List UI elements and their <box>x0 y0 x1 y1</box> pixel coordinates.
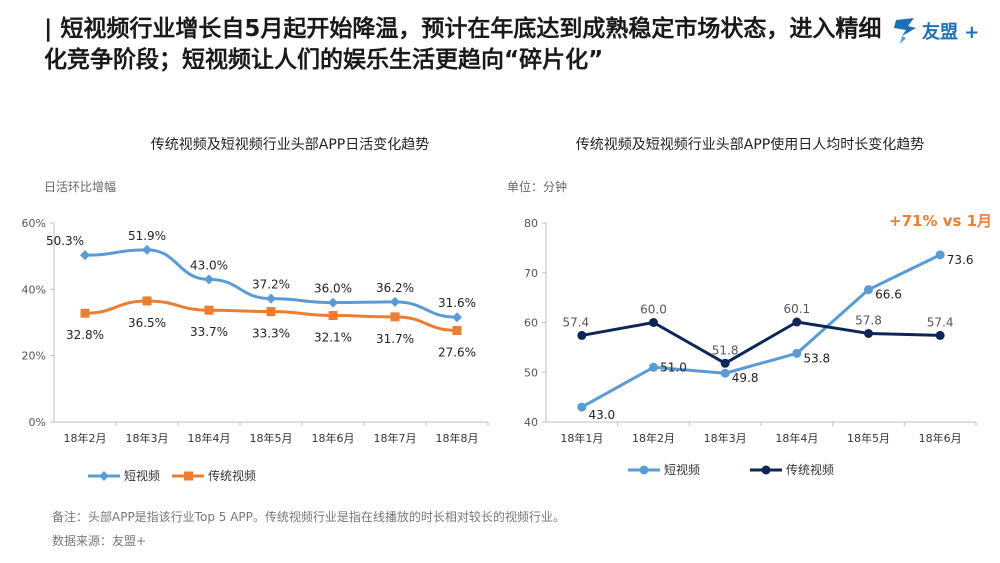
left-series-short-video-data-label: 51.9% <box>128 229 166 243</box>
right-x-tick-label: 18年5月 <box>847 431 890 445</box>
left-series-traditional-video-data-label: 33.7% <box>190 325 228 339</box>
left-y-tick-label: 40% <box>22 283 46 296</box>
right-y-tick-label: 60 <box>524 317 538 330</box>
left-series-traditional-video-point <box>142 296 152 306</box>
left-series-short-video-data-label: 36.2% <box>376 281 414 295</box>
growth-annotation: +71% vs 1月 <box>889 212 993 230</box>
right-chart-ylabel: 单位：分钟 <box>507 180 568 194</box>
left-series-short-video-data-label: 36.0% <box>314 282 352 296</box>
right-series-short-video-data-label: 49.8 <box>732 371 759 385</box>
left-series-traditional-video-point <box>204 305 214 315</box>
left-y-tick-label: 0% <box>29 416 46 429</box>
right-series-traditional-video-legend-label: 传统视频 <box>786 462 834 477</box>
right-series-traditional-video-point <box>935 330 945 340</box>
left-series-traditional-video-legend-marker <box>184 471 193 481</box>
right-x-tick-label: 18年1月 <box>560 431 603 445</box>
left-x-tick-label: 18年2月 <box>64 431 107 445</box>
page-title: | 短视频行业增长自5月起开始降温，预计在年底达到成熟稳定市场状态，进入精细化竞… <box>44 16 882 73</box>
right-series-short-video-data-label: 53.8 <box>803 351 830 365</box>
logo-text: 友盟 + <box>922 22 980 43</box>
right-series-traditional-video-data-label: 57.4 <box>927 315 954 329</box>
right-series-short-video-data-label: 73.6 <box>947 253 974 267</box>
left-series-traditional-video-point <box>266 307 276 317</box>
logo-icon <box>894 18 916 44</box>
left-series-traditional-video-data-label: 32.1% <box>314 331 352 345</box>
left-series-short-video-legend-label: 短视频 <box>124 468 160 483</box>
right-series-traditional-video-data-label: 57.8 <box>855 313 882 327</box>
right-series-traditional-video-data-label: 51.8 <box>712 343 739 357</box>
left-y-tick-label: 20% <box>22 350 46 363</box>
data-source: 数据来源：友盟+ <box>52 534 147 548</box>
logo: 友盟 + <box>892 16 979 46</box>
right-series-short-video-data-label: 66.6 <box>875 288 902 302</box>
right-x-tick-label: 18年3月 <box>704 431 747 445</box>
right-y-tick-label: 40 <box>524 416 538 429</box>
left-series-short-video-point <box>266 293 276 304</box>
left-chart-title: 传统视频及短视频行业头部APP日活变化趋势 <box>150 137 430 153</box>
left-series-traditional-video-point <box>452 325 462 335</box>
right-series-short-video-legend-label: 短视频 <box>664 462 700 477</box>
right-series-traditional-video-point <box>577 330 587 340</box>
right-series-traditional-video-point <box>792 317 802 327</box>
left-series-short-video-legend-marker <box>99 471 109 481</box>
right-series-short-video-point <box>864 285 873 295</box>
right-line-chart: 40 50 60 70 80 18年1月 18年2月 18年3月 18年4月 18年5月 18年6月… <box>524 217 977 477</box>
right-series-short-video-data-label: 43.0 <box>588 408 615 422</box>
right-series-traditional-video-data-label: 60.0 <box>640 303 667 317</box>
left-x-tick-label: 18年6月 <box>312 431 355 445</box>
right-series-traditional-video-line <box>581 320 941 365</box>
right-series-short-video-point <box>577 402 587 412</box>
left-series-short-video-point <box>80 250 90 261</box>
right-series-short-video-point <box>935 250 945 260</box>
right-series-traditional-video-point <box>720 358 730 368</box>
right-series-short-video-point <box>792 348 802 358</box>
right-series-short-video-point <box>649 362 658 372</box>
left-x-tick-label: 18年7月 <box>374 431 417 445</box>
left-line-chart: 0% 20% 40% 60% 18年2月 18年3月 18年4月 18年5月 18年6月 18年7… <box>22 217 489 483</box>
right-y-tick-label: 80 <box>524 217 538 230</box>
left-series-short-video-point <box>452 312 462 323</box>
right-series-short-video-data-label: 51.0 <box>660 360 687 374</box>
left-series-traditional-video-legend-label: 传统视频 <box>208 468 256 483</box>
right-y-tick-label: 70 <box>524 267 538 280</box>
left-chart-ylabel: 日活环比增幅 <box>44 180 117 194</box>
footnote: 备注：头部APP是指该行业Top 5 APP。传统视频行业是指在线播放的时长相对… <box>52 510 565 524</box>
left-series-traditional-video-data-label: 36.5% <box>128 316 166 330</box>
right-series-short-video-point <box>720 368 730 378</box>
right-series-traditional-video-data-label: 60.1 <box>783 302 810 316</box>
left-x-tick-label: 18年4月 <box>188 431 231 445</box>
left-series-short-video-point <box>204 274 214 285</box>
left-series-traditional-video-point <box>328 311 338 321</box>
right-chart-title: 传统视频及短视频行业头部APP使用日人均时长变化趋势 <box>575 137 925 153</box>
right-y-tick-label: 50 <box>524 366 538 379</box>
left-series-traditional-video-data-label: 32.8% <box>66 328 104 342</box>
left-series-short-video-point <box>390 296 400 307</box>
left-x-tick-label: 18年3月 <box>126 431 169 445</box>
right-x-tick-label: 18年2月 <box>632 431 675 445</box>
left-series-short-video-data-label: 37.2% <box>252 278 290 292</box>
left-y-tick-label: 60% <box>22 217 46 230</box>
left-series-traditional-video-point <box>390 312 400 322</box>
left-series-traditional-video-data-label: 31.7% <box>376 332 414 346</box>
right-series-traditional-video-point <box>649 318 658 327</box>
left-series-traditional-video-data-label: 27.6% <box>438 345 476 359</box>
right-series-traditional-video-legend-marker <box>761 465 771 475</box>
left-series-short-video-data-label: 50.3% <box>46 234 84 248</box>
left-series-short-video-data-label: 43.0% <box>190 258 228 272</box>
left-x-tick-label: 18年8月 <box>436 431 479 445</box>
left-series-short-video-point <box>328 297 338 308</box>
left-series-short-video-data-label: 31.6% <box>438 296 476 310</box>
right-series-traditional-video-point <box>864 328 873 338</box>
right-series-short-video-legend-marker <box>639 465 649 475</box>
right-series-short-video-line <box>581 253 941 409</box>
left-series-traditional-video-point <box>80 308 90 318</box>
left-series-short-video-point <box>142 244 152 255</box>
right-series-traditional-video-data-label: 57.4 <box>562 315 589 329</box>
left-series-traditional-video-data-label: 33.3% <box>252 327 290 341</box>
right-x-tick-label: 18年4月 <box>775 431 818 445</box>
left-x-tick-label: 18年5月 <box>250 431 293 445</box>
right-x-tick-label: 18年6月 <box>919 431 962 445</box>
